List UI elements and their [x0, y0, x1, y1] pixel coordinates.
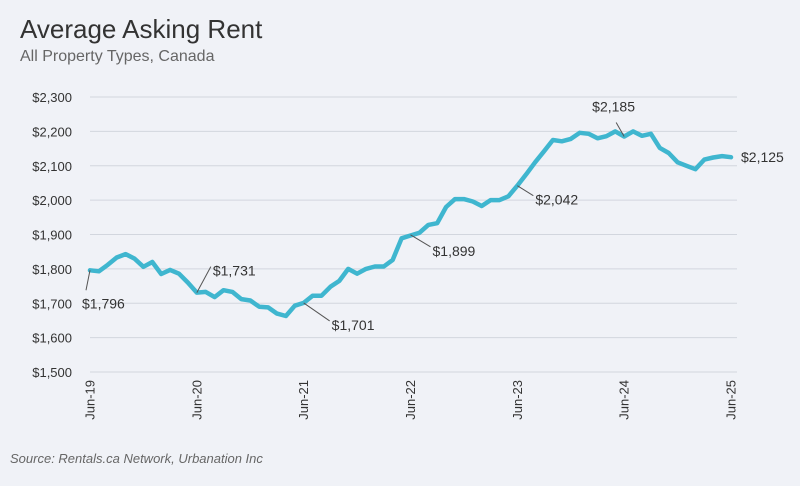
x-tick-label: Jun-25 [724, 380, 739, 420]
annotation-connector [410, 234, 431, 248]
y-axis-ticks: $1,500 $1,600 $1,700 $1,800 $1,900 $2,000 $2,1… [32, 90, 72, 380]
y-tick-label: $1,700 [32, 296, 72, 311]
y-tick-label: $1,500 [32, 365, 72, 380]
x-tick-label: Jun-23 [510, 380, 525, 420]
annotation-label: $1,731 [213, 263, 256, 279]
y-tick-label: $2,000 [32, 193, 72, 208]
x-tick-label: Jun-24 [617, 380, 632, 420]
y-tick-label: $1,600 [32, 331, 72, 346]
annotation-label: $1,796 [82, 295, 125, 311]
series-layer [87, 129, 734, 319]
y-tick-label: $2,200 [32, 124, 72, 139]
y-tick-label: $2,100 [32, 159, 72, 174]
source-note: Source: Rentals.ca Network, Urbanation I… [10, 451, 263, 466]
annotations: $1,796 $1,731 $1,701 $1,899 $2,042 $2,185 $2,1… [82, 99, 784, 333]
annotation-connector [303, 302, 330, 322]
chart-subtitle: All Property Types, Canada [20, 48, 215, 65]
y-tick-label: $1,800 [32, 262, 72, 277]
annotation-connector [85, 270, 91, 291]
y-tick-label: $1,900 [32, 228, 72, 243]
x-tick-label: Jun-22 [403, 380, 418, 420]
y-tick-label: $2,300 [32, 90, 72, 105]
x-tick-label: Jun-20 [189, 380, 204, 420]
line-chart: $1,500 $1,600 $1,700 $1,800 $1,900 $2,000 $2,1… [32, 90, 784, 420]
x-tick-label: Jun-19 [83, 380, 98, 420]
series-line [87, 129, 734, 319]
annotation-connector [517, 185, 534, 197]
annotation-label: $2,185 [592, 99, 635, 115]
annotation-label: $2,042 [535, 192, 578, 208]
chart-title: Average Asking Rent [20, 14, 263, 44]
annotation-connector [196, 266, 212, 293]
annotation-label: $1,899 [433, 243, 476, 259]
annotation-label: $1,701 [332, 317, 375, 333]
annotation-connector [615, 122, 625, 137]
x-tick-label: Jun-21 [296, 380, 311, 420]
annotation-label: $2,125 [741, 149, 784, 165]
x-axis-ticks: Jun-19 Jun-20 Jun-21 Jun-22 Jun-23 Jun-24 Jun-… [83, 380, 739, 420]
